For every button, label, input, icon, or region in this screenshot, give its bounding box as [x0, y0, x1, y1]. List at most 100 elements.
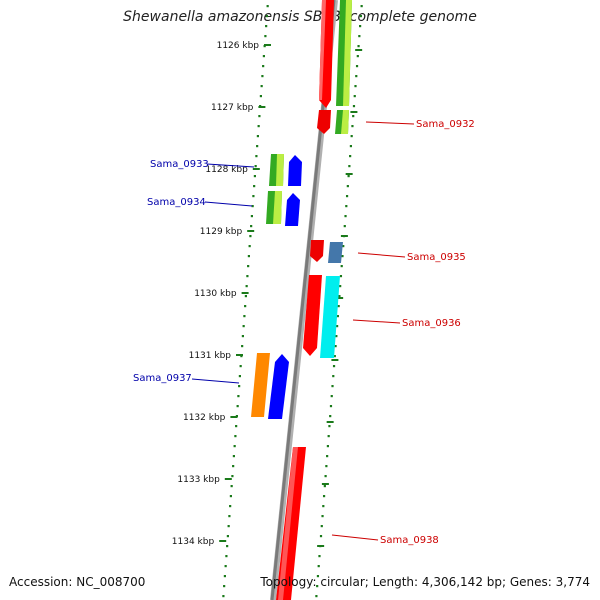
tick-label: 1127 kbp [211, 103, 254, 113]
left-track-dot [227, 525, 230, 528]
gene-sama-0932-cds[interactable] [317, 0, 334, 134]
left-track-dot [223, 575, 226, 578]
right-track-dot [343, 225, 346, 228]
right-track-dot [353, 95, 356, 98]
right-track-dot [354, 85, 357, 88]
right-track-dot [341, 255, 344, 258]
gene-sama-0934-cds[interactable] [285, 193, 300, 226]
right-track-dot [320, 525, 323, 528]
gene-sama-0937-cds[interactable] [268, 354, 289, 419]
tick-label: 1134 kbp [172, 537, 215, 547]
gene-sama-0935-cds[interactable] [310, 240, 324, 262]
right-track-dot [349, 145, 353, 148]
svg-text:Sama_0936: Sama_0936 [402, 318, 461, 329]
right-track-dot [347, 175, 350, 178]
gene-label-sama-0934[interactable]: Sama_0934 [147, 197, 253, 208]
left-track-dot [222, 595, 225, 598]
left-track-dot [223, 585, 226, 588]
right-track-dot [327, 435, 330, 438]
right-track-dot [322, 495, 326, 498]
tick-1134: 1134 kbp [172, 537, 227, 547]
right-track-dot [349, 155, 352, 158]
right-track-dot [325, 465, 328, 468]
left-track-dot [253, 185, 256, 188]
right-track-dot [336, 325, 339, 328]
right-track-dot [360, 5, 363, 8]
left-track-dot [229, 495, 232, 498]
dotted-tracks [222, 5, 363, 598]
tick-label: 1128 kbp [205, 165, 248, 175]
left-track-dot [226, 545, 229, 548]
left-track-dot [262, 65, 265, 68]
right-track-dot [350, 135, 353, 138]
right-track-dot [334, 345, 337, 348]
left-track-dot [248, 245, 251, 248]
right-track-dot [317, 565, 320, 568]
right-track-dot [355, 65, 359, 68]
left-track-dot [253, 175, 256, 178]
gene-label-sama-0933[interactable]: Sama_0933 [150, 159, 255, 170]
right-track-dot [358, 35, 361, 38]
left-track-dot [229, 505, 232, 508]
tick-1131: 1131 kbp [189, 351, 243, 361]
right-track-dot [335, 335, 338, 338]
tick-1132: 1132 kbp [183, 413, 238, 423]
right-track-dot [346, 185, 349, 188]
right-track-dot [359, 25, 362, 28]
left-track-dot [231, 475, 234, 478]
gene-label-sama-0935[interactable]: Sama_0935 [357, 252, 466, 263]
gene-labels: Sama_0932 Sama_0933 Sama_0934 Sama_0935 … [133, 119, 475, 546]
left-track-dot [233, 445, 236, 448]
tick-label: 1129 kbp [200, 227, 243, 237]
right-track-dot [321, 515, 324, 518]
right-track-dot [345, 195, 349, 198]
left-track-dot [245, 285, 248, 288]
right-track-dot [315, 595, 318, 598]
right-track-dot [326, 445, 330, 448]
left-track-dot [243, 315, 246, 318]
right-track-dot [351, 125, 354, 128]
tick-1127: 1127 kbp [211, 103, 266, 113]
tick-label: 1130 kbp [194, 289, 237, 299]
tick-label: 1133 kbp [177, 475, 220, 485]
right-track-dot [340, 265, 343, 268]
right-track-dot [339, 275, 343, 278]
left-track-dot [249, 235, 252, 238]
left-track-dot [241, 345, 244, 348]
tick-label: 1132 kbp [183, 413, 226, 423]
gene-label-sama-0936[interactable]: Sama_0936 [352, 318, 461, 329]
gene-sama-0933-cog [269, 154, 284, 186]
right-track-dot [323, 485, 326, 488]
gene-label-sama-0938[interactable]: Sama_0938 [331, 534, 439, 546]
svg-text:Sama_0933: Sama_0933 [150, 159, 209, 170]
gene-sama-0938-cds[interactable] [276, 447, 306, 600]
left-track-dot [260, 85, 263, 88]
left-track-dot [242, 325, 245, 328]
left-track-dot [236, 405, 239, 408]
left-track-dot [252, 195, 255, 198]
tick-1133: 1133 kbp [177, 475, 232, 485]
left-track-dot [244, 295, 247, 298]
left-track-dot [251, 205, 254, 208]
left-track-dot [232, 465, 235, 468]
gene-sama-0932-cog [335, 0, 352, 134]
svg-text:Sama_0937: Sama_0937 [133, 373, 192, 384]
right-track-dot [337, 305, 340, 308]
svg-text:Sama_0934: Sama_0934 [147, 197, 206, 208]
right-track-dot [318, 555, 321, 558]
left-track-dot [258, 115, 261, 118]
left-track-dot [241, 335, 244, 338]
right-track-dot [336, 315, 339, 318]
tick-1129: 1129 kbp [200, 227, 255, 237]
left-track-dot [244, 305, 247, 308]
gene-sama-0936-cds[interactable] [303, 275, 322, 356]
gene-label-sama-0937[interactable]: Sama_0937 [133, 373, 240, 384]
right-track-dot [338, 295, 341, 298]
gene-label-sama-0932[interactable]: Sama_0932 [365, 119, 475, 130]
gene-sama-0933-cds[interactable] [288, 155, 302, 186]
right-track-dot [348, 165, 351, 168]
left-track-dot [237, 395, 240, 398]
right-track-dot [352, 105, 356, 108]
tick-1126: 1126 kbp [217, 41, 271, 51]
right-track-dot [319, 535, 323, 538]
